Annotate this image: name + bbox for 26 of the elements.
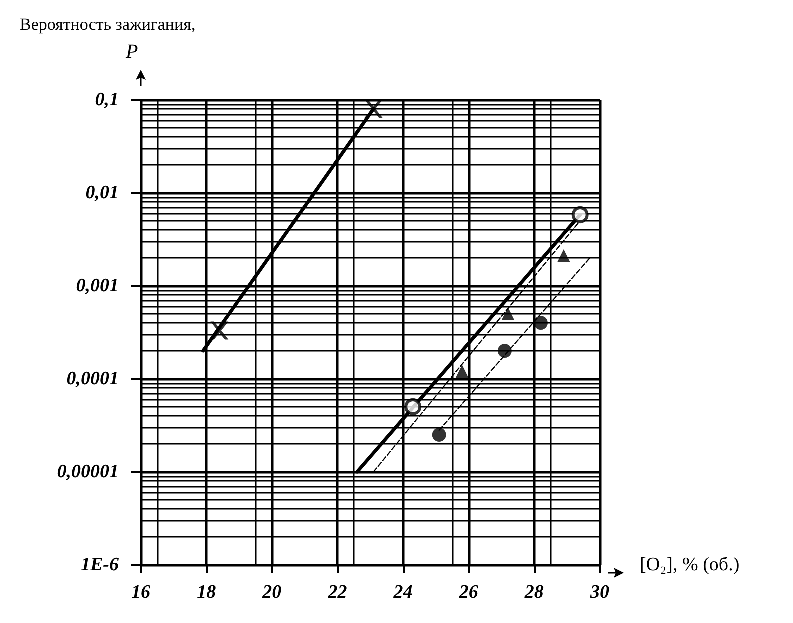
point [572, 206, 589, 224]
point [502, 307, 515, 320]
y-tick-label: 1E-6 [81, 554, 120, 576]
point [456, 365, 469, 378]
y-tick-label: 0,001 [76, 276, 119, 296]
x-tick-label: 28 [524, 582, 544, 603]
y-tick-label: 0,0001 [66, 368, 119, 390]
point [404, 398, 422, 416]
y-tick-label: 0,1 [95, 90, 119, 110]
point [534, 316, 548, 330]
x-tick-label: 18 [197, 582, 217, 603]
point [498, 344, 512, 358]
x-axis-title: [O₂], % (об.) [640, 554, 740, 576]
x-tick-label: 20 [262, 582, 282, 603]
point [364, 100, 383, 118]
x-tick-label: 30 [590, 582, 610, 603]
y-tick-label: 0,01 [86, 182, 119, 204]
y-tick-label: 0,00001 [57, 462, 119, 482]
point [432, 428, 446, 442]
point [210, 322, 229, 340]
x-tick-label: 24 [392, 582, 413, 603]
x-tick-label: 26 [458, 582, 479, 603]
x-tick-label: 16 [132, 582, 151, 603]
x-tick-label: 22 [327, 582, 348, 603]
point [557, 250, 570, 263]
y-axis-title: Вероятность зажигания, P [20, 15, 196, 63]
